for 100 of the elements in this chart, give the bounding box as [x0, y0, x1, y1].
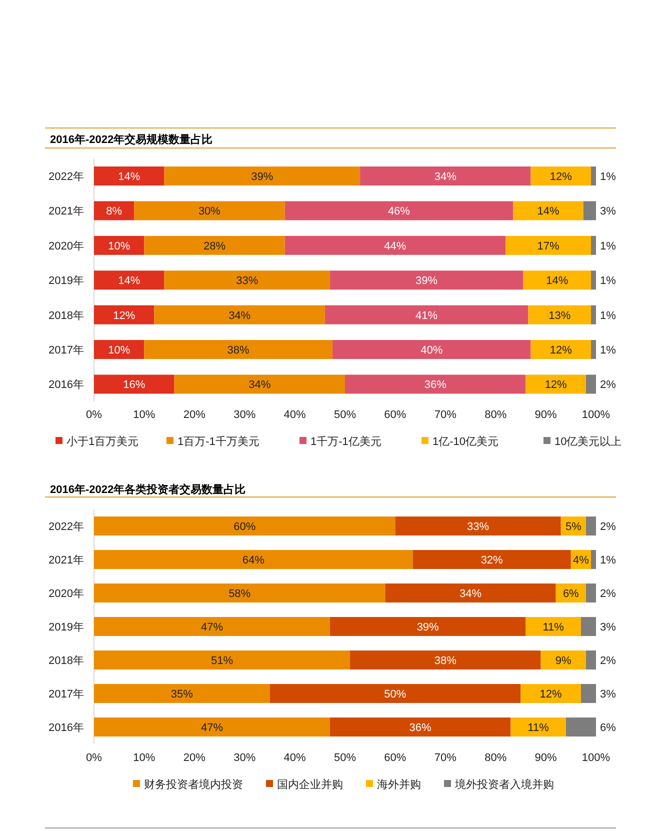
y-tick-label: 2022年	[48, 171, 84, 183]
data-label: 6%	[562, 588, 580, 600]
data-label: 34%	[434, 171, 457, 183]
data-label: 14%	[118, 275, 140, 288]
bar	[395, 516, 561, 536]
data-label: 39%	[416, 622, 440, 634]
data-label: 6%	[600, 722, 616, 734]
data-label: 11%	[542, 622, 564, 634]
data-label: 3%	[600, 622, 616, 634]
legend-label: 海外并购	[377, 778, 421, 791]
data-label: 33%	[467, 521, 490, 533]
bar	[144, 340, 332, 359]
bar	[324, 305, 528, 324]
y-tick-label: 2022年	[48, 521, 84, 533]
bar	[94, 684, 270, 703]
data-label: 60%	[234, 521, 256, 533]
bar	[590, 550, 596, 569]
data-label: 38%	[227, 344, 250, 356]
data-label: 12%	[540, 688, 562, 700]
data-label: 30%	[198, 206, 221, 218]
bar	[94, 650, 350, 670]
bar	[513, 201, 584, 220]
x-tick-label: 20%	[183, 409, 206, 421]
data-label: 32%	[480, 554, 504, 566]
data-label: 1%	[600, 554, 616, 566]
data-label: 12%	[113, 310, 136, 322]
data-label: 12%	[550, 171, 572, 183]
data-label: 58%	[228, 588, 251, 600]
bar	[520, 684, 581, 703]
bar	[526, 617, 581, 636]
y-tick-label: 2021年	[48, 554, 84, 566]
bar	[586, 584, 596, 602]
data-label: 40%	[420, 344, 443, 356]
x-tick-label: 0%	[86, 752, 102, 764]
x-tick-label: 100%	[582, 409, 610, 421]
y-tick-label: 2019年	[48, 275, 84, 288]
bar	[94, 718, 330, 736]
bar	[330, 270, 524, 290]
bar	[526, 374, 586, 394]
data-label: 28%	[203, 240, 226, 252]
data-label: 1%	[600, 344, 616, 356]
y-tick-label: 2021年	[48, 206, 84, 218]
bar	[94, 617, 330, 636]
bar	[540, 650, 586, 670]
data-label: 39%	[416, 275, 438, 288]
x-tick-label: 70%	[434, 409, 457, 421]
legend-label: 境外投资者入境并购	[454, 778, 554, 791]
y-tick-label: 2019年	[48, 622, 84, 634]
bar	[94, 374, 174, 394]
bar	[360, 166, 531, 186]
bar	[144, 236, 285, 255]
bar	[530, 166, 591, 186]
x-tick-label: 10%	[133, 409, 156, 421]
x-tick-label: 60%	[384, 752, 406, 764]
bar	[134, 201, 285, 220]
bar	[270, 684, 521, 703]
bar	[94, 270, 164, 290]
x-tick-label: 30%	[234, 752, 256, 764]
chart-title: 2016年-2022年各类投资者交易数量占比	[50, 483, 246, 496]
x-tick-label: 70%	[434, 752, 457, 764]
data-label: 1%	[600, 171, 616, 183]
x-tick-label: 80%	[484, 752, 507, 764]
data-label: 2%	[600, 379, 616, 392]
bar	[332, 340, 531, 359]
data-label: 14%	[537, 206, 560, 218]
bar	[174, 374, 345, 394]
bar	[510, 718, 566, 736]
data-label: 10%	[108, 240, 130, 252]
bar	[94, 166, 164, 186]
legend-label: 小于1百万美元	[66, 435, 139, 448]
bar	[412, 550, 571, 569]
data-label: 46%	[388, 206, 410, 218]
bar	[94, 236, 144, 255]
y-tick-label: 2017年	[48, 688, 84, 700]
data-label: 12%	[544, 379, 568, 392]
bar	[590, 305, 596, 324]
data-label: 1%	[600, 275, 616, 288]
bar	[94, 305, 154, 324]
data-label: 3%	[600, 688, 616, 700]
legend-label: 10亿美元以上	[554, 435, 622, 448]
x-tick-label: 90%	[534, 409, 558, 421]
data-label: 4%	[572, 554, 590, 566]
data-label: 34%	[228, 310, 251, 322]
data-label: 2%	[600, 588, 616, 600]
bar	[94, 516, 396, 536]
y-tick-label: 2020年	[48, 588, 84, 600]
bar	[330, 617, 526, 636]
bar	[284, 201, 514, 220]
data-label: 1%	[600, 240, 616, 252]
bar	[164, 270, 330, 290]
y-tick-label: 2016年	[48, 722, 84, 734]
bar	[583, 201, 596, 220]
x-tick-label: 40%	[284, 409, 306, 421]
bar	[345, 374, 526, 394]
x-tick-label: 50%	[334, 409, 356, 421]
bar	[94, 201, 134, 220]
x-tick-label: 40%	[284, 752, 306, 764]
x-tick-label: 60%	[384, 409, 406, 421]
data-label: 14%	[118, 171, 140, 183]
data-label: 5%	[565, 521, 582, 533]
